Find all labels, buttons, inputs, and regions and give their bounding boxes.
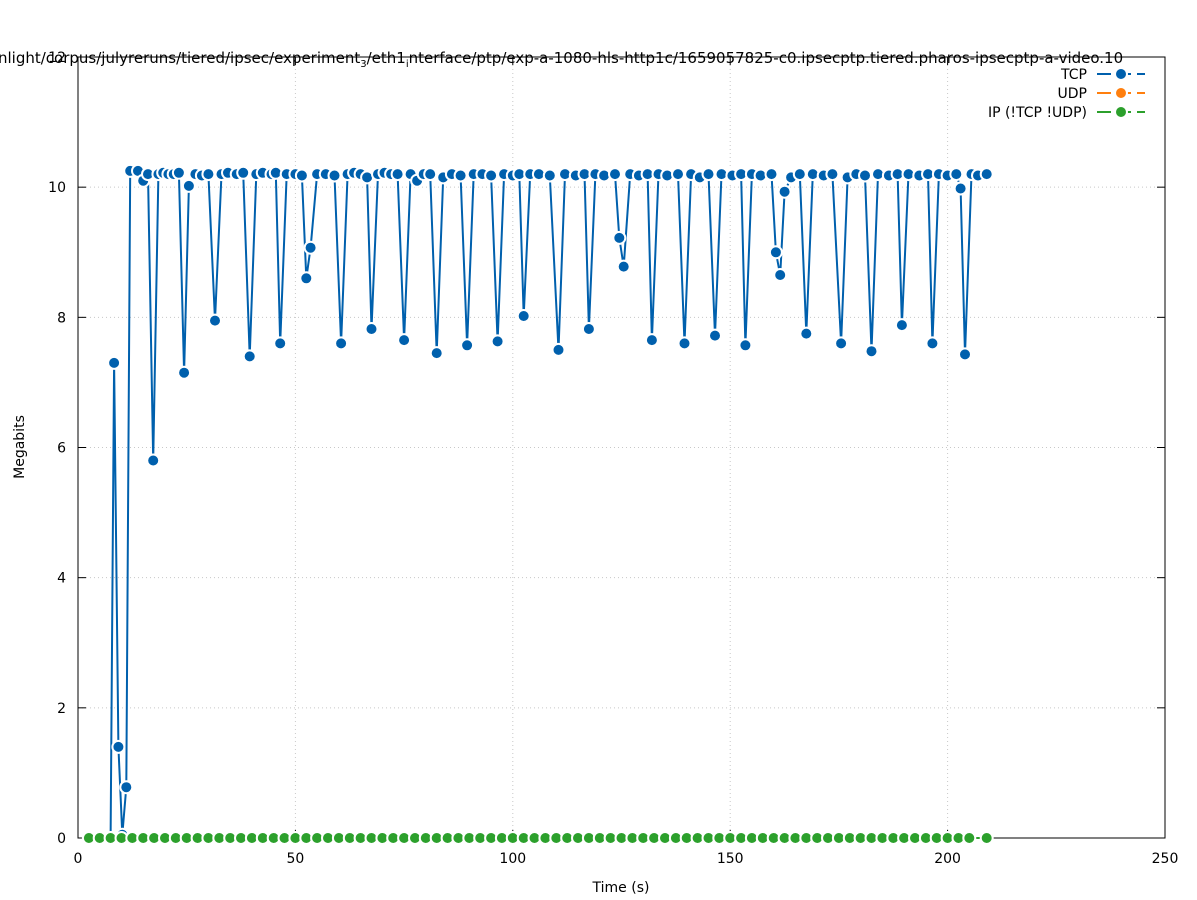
y-axis-title: Megabits — [12, 415, 28, 479]
data-point — [677, 336, 692, 351]
data-point — [334, 336, 349, 351]
data-point — [949, 167, 964, 182]
title-part-c: nterface/ptp/exp-a-1080-hls-http1c/16590… — [409, 49, 1124, 67]
data-point — [925, 336, 940, 351]
data-point — [111, 739, 126, 754]
data-point — [208, 313, 222, 328]
data-point — [616, 259, 631, 274]
x-tick-label: 0 — [74, 851, 83, 867]
data-point — [516, 309, 531, 323]
data-point — [107, 355, 122, 370]
data-point — [460, 338, 475, 353]
data-point — [171, 165, 186, 180]
data-point — [303, 240, 318, 255]
series-tcp — [103, 163, 994, 845]
data-point — [273, 336, 288, 351]
data-point — [551, 342, 566, 357]
x-axis-title: Time (s) — [592, 880, 650, 896]
x-tick-label: 200 — [934, 851, 961, 867]
y-tick-label: 8 — [57, 310, 66, 326]
data-point — [777, 184, 792, 199]
data-point — [581, 322, 596, 336]
series-line — [109, 169, 987, 839]
data-point — [858, 168, 872, 183]
data-point — [864, 344, 879, 359]
data-point — [671, 167, 685, 182]
data-point — [644, 333, 659, 348]
data-point — [894, 318, 909, 333]
data-point — [181, 178, 196, 193]
x-tick-label: 150 — [717, 851, 744, 867]
data-point — [390, 167, 405, 182]
data-point — [490, 334, 505, 349]
y-tick-label: 12 — [48, 50, 66, 66]
data-point — [764, 167, 779, 182]
title-part-a: nlight/corpus/julyreruns/tiered/ipsec/ex… — [0, 49, 360, 67]
data-point — [201, 167, 216, 182]
axis-ticks: 0 50 100 150 200 250 0 2 4 6 8 10 12 — [48, 50, 1178, 867]
data-point — [701, 167, 716, 182]
title-part-b: /eth1 — [367, 49, 406, 67]
data-point — [364, 322, 379, 336]
data-point — [327, 168, 342, 183]
title-sub-a: 3 — [360, 59, 366, 70]
legend: TCP UDP IP (!TCP !UDP) — [988, 67, 1145, 121]
data-point — [294, 168, 309, 183]
legend-label: IP (!TCP !UDP) — [988, 105, 1087, 121]
data-point — [423, 167, 438, 182]
x-tick-label: 100 — [499, 851, 526, 867]
data-point — [146, 453, 161, 468]
data-point — [299, 271, 314, 286]
data-point — [708, 328, 722, 343]
legend-marker — [1114, 67, 1128, 81]
y-tick-label: 10 — [48, 180, 66, 196]
data-point — [119, 780, 134, 795]
legend-marker — [1114, 86, 1128, 100]
chart-title: nlight/corpus/julyreruns/tiered/ipsec/ex… — [0, 49, 1123, 70]
series-ip-tcp-udp — [81, 831, 994, 845]
title-sub-b: i — [406, 59, 409, 70]
legend-label: TCP — [1060, 67, 1087, 83]
y-tick-label: 6 — [57, 441, 66, 457]
data-point — [962, 831, 977, 845]
legend-marker — [1114, 105, 1128, 119]
data-point — [484, 168, 499, 183]
data-point — [979, 167, 994, 182]
data-point — [979, 831, 994, 845]
data-point — [773, 268, 788, 282]
data-point — [738, 338, 753, 353]
data-point — [453, 168, 468, 183]
data-point — [958, 347, 972, 362]
series-layer — [81, 163, 994, 845]
y-tick-label: 4 — [57, 571, 66, 587]
y-tick-label: 2 — [57, 701, 66, 717]
data-point — [236, 165, 251, 180]
legend-label: UDP — [1058, 86, 1087, 102]
data-point — [953, 181, 968, 196]
data-point — [799, 326, 814, 341]
x-tick-label: 50 — [286, 851, 304, 867]
data-point — [542, 168, 557, 183]
data-point — [612, 230, 627, 245]
data-point — [792, 167, 807, 182]
data-point — [768, 245, 783, 260]
y-tick-label: 0 — [57, 831, 66, 847]
data-point — [834, 336, 849, 351]
data-point — [608, 167, 622, 182]
data-point — [177, 365, 192, 380]
data-point — [397, 333, 412, 348]
x-tick-label: 250 — [1152, 851, 1179, 867]
data-point — [429, 346, 444, 361]
data-point — [825, 167, 840, 182]
data-point — [242, 349, 257, 364]
